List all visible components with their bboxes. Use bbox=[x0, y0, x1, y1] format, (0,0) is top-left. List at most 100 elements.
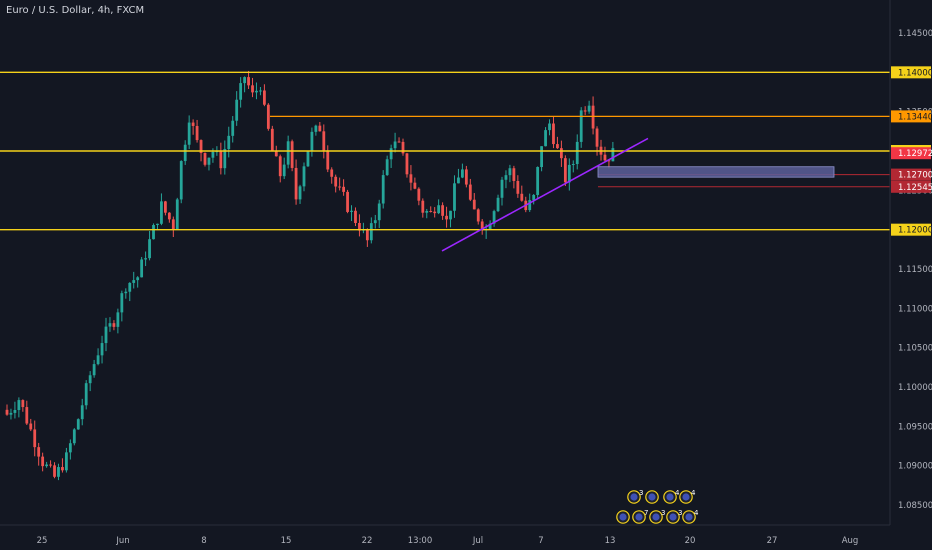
level-tag: 1.12000 bbox=[898, 226, 932, 236]
candle-body bbox=[17, 400, 21, 411]
candle-body bbox=[334, 176, 338, 187]
candle-body bbox=[437, 205, 441, 214]
candle-body bbox=[500, 179, 504, 198]
candle-body bbox=[171, 219, 175, 230]
candle-body bbox=[84, 383, 88, 406]
event-badge-count: 4 bbox=[694, 509, 699, 517]
x-tick-label: Jun bbox=[115, 536, 129, 546]
candle-body bbox=[520, 193, 524, 201]
candle-body bbox=[104, 326, 108, 344]
level-tag-bg bbox=[891, 110, 931, 123]
candle-body bbox=[219, 151, 223, 169]
candle-body bbox=[29, 423, 33, 430]
candle-body bbox=[567, 164, 571, 183]
event-badge-flag-icon bbox=[630, 493, 638, 501]
x-tick-label: 13:00 bbox=[408, 536, 433, 546]
candle-body bbox=[227, 135, 231, 150]
candle-body bbox=[322, 131, 326, 151]
y-tick-label: 1.10500 bbox=[898, 344, 932, 354]
event-badge-flag-icon bbox=[619, 513, 627, 521]
candle-body bbox=[259, 90, 262, 92]
candle-body bbox=[270, 128, 274, 151]
event-badge-flag-icon bbox=[666, 493, 674, 501]
candle-body bbox=[429, 210, 433, 212]
candle-body bbox=[72, 429, 76, 444]
candle-body bbox=[41, 456, 45, 467]
candle-body bbox=[575, 141, 579, 165]
candle-body bbox=[223, 149, 227, 169]
candle-body bbox=[175, 199, 179, 230]
candle-body bbox=[468, 184, 472, 200]
candle-body bbox=[179, 161, 183, 200]
candle-body bbox=[583, 110, 587, 112]
y-tick-label: 1.11500 bbox=[898, 265, 932, 275]
event-badge-count: 4 bbox=[675, 489, 680, 497]
candle-body bbox=[247, 77, 250, 86]
candle-body bbox=[516, 180, 520, 194]
candle-body bbox=[164, 201, 167, 213]
candle-body bbox=[80, 405, 84, 420]
candle-body bbox=[144, 258, 147, 260]
candle-body bbox=[33, 429, 37, 448]
candle-body bbox=[488, 223, 492, 230]
candle-body bbox=[552, 123, 555, 145]
candle-body bbox=[49, 464, 52, 466]
x-tick-label: 22 bbox=[362, 536, 373, 546]
candle-body bbox=[401, 141, 405, 154]
candle-body bbox=[132, 280, 136, 283]
trendline[interactable] bbox=[441, 137, 649, 252]
candle-body bbox=[393, 141, 397, 149]
candle-body bbox=[389, 148, 393, 160]
x-tick-label: 13 bbox=[605, 536, 616, 546]
candle-body bbox=[346, 191, 349, 212]
candle-body bbox=[239, 83, 243, 100]
zone-rectangle[interactable] bbox=[597, 166, 835, 178]
candle-body bbox=[544, 130, 547, 147]
candle-body bbox=[235, 99, 239, 121]
y-tick-label: 1.09000 bbox=[898, 462, 932, 472]
candle-body bbox=[548, 123, 551, 131]
event-badge-flag-icon bbox=[648, 493, 656, 501]
candle-body bbox=[120, 293, 124, 313]
candle-body bbox=[207, 157, 211, 165]
candle-body bbox=[37, 447, 41, 457]
candle-body bbox=[199, 140, 203, 153]
candle-body bbox=[540, 146, 543, 168]
candle-body bbox=[310, 131, 314, 152]
event-badge-flag-icon bbox=[635, 513, 643, 521]
candle-body bbox=[342, 186, 345, 192]
candle-body bbox=[354, 210, 357, 224]
candle-body bbox=[140, 259, 144, 278]
candle-body bbox=[445, 215, 448, 220]
event-badge-flag-icon bbox=[682, 493, 690, 501]
candle-body bbox=[286, 141, 290, 165]
candle-body bbox=[377, 203, 381, 221]
x-tick-label: Jul bbox=[472, 536, 483, 546]
candle-body bbox=[449, 210, 452, 220]
chart-title: Euro / U.S. Dollar, 4h, FXCM bbox=[6, 5, 145, 16]
candle-body bbox=[457, 177, 460, 184]
candle-body bbox=[13, 410, 17, 413]
x-tick-label: 7 bbox=[538, 536, 543, 546]
candle-body bbox=[191, 122, 195, 126]
x-tick-label: 25 bbox=[37, 536, 48, 546]
candle-body bbox=[53, 465, 56, 477]
candle-body bbox=[282, 164, 286, 177]
candle-body bbox=[409, 174, 413, 183]
candle-body bbox=[318, 125, 322, 132]
candle-body bbox=[76, 419, 80, 430]
candle-body bbox=[152, 224, 155, 240]
y-tick-label: 1.09500 bbox=[898, 422, 932, 432]
y-tick-label: 1.08500 bbox=[898, 501, 932, 511]
candle-body bbox=[476, 209, 480, 222]
candle-body bbox=[195, 125, 199, 141]
candle-body bbox=[571, 164, 575, 166]
candle-body bbox=[496, 197, 500, 212]
candle-body bbox=[461, 169, 464, 178]
candle-body bbox=[88, 375, 92, 384]
candle-body bbox=[108, 323, 112, 327]
candle-body bbox=[338, 186, 342, 188]
candle-body bbox=[243, 77, 246, 84]
candle-body bbox=[421, 200, 425, 213]
